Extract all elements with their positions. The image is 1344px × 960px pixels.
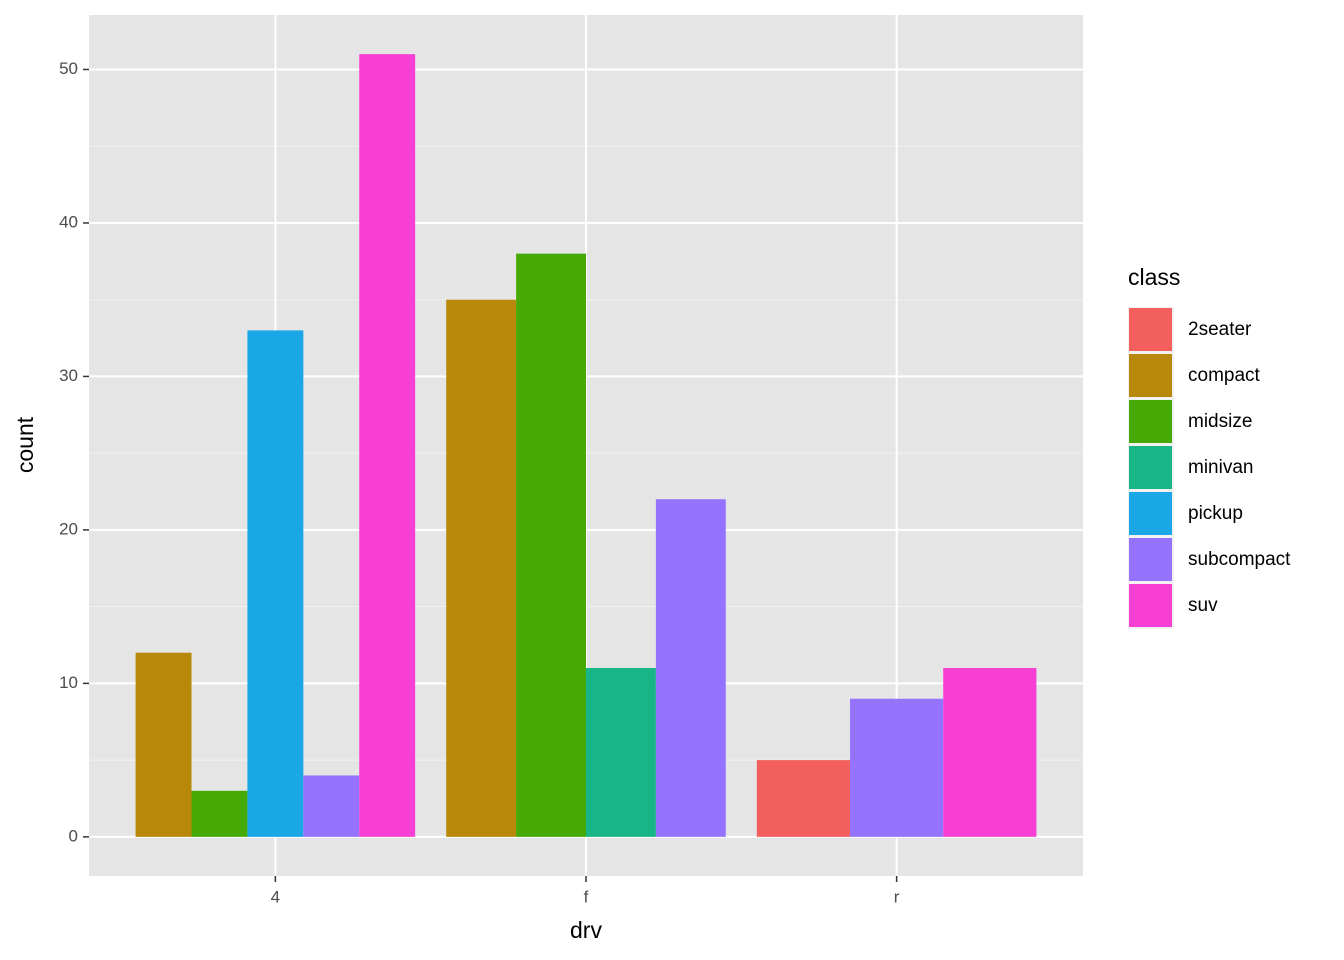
- legend-swatch: [1129, 354, 1172, 397]
- legend-label: 2seater: [1188, 319, 1252, 340]
- legend-swatch: [1129, 446, 1172, 489]
- bar: [446, 299, 517, 837]
- y-tick-label: 10: [59, 673, 78, 692]
- bar: [359, 54, 416, 837]
- y-tick-label: 0: [69, 826, 78, 845]
- y-axis-title: count: [12, 416, 38, 473]
- y-tick-label: 30: [59, 366, 78, 385]
- legend-title: class: [1128, 264, 1180, 290]
- legend-label: pickup: [1188, 503, 1243, 524]
- legend-label: suv: [1188, 595, 1218, 616]
- y-tick-label: 20: [59, 519, 78, 538]
- bar: [943, 668, 1037, 837]
- legend-swatch: [1129, 584, 1172, 627]
- bar: [655, 499, 726, 837]
- legend-label: compact: [1188, 365, 1261, 386]
- x-axis-title: drv: [570, 917, 602, 943]
- bar: [191, 790, 248, 837]
- bar: [586, 668, 656, 837]
- legend-swatch: [1129, 400, 1172, 443]
- y-tick-label: 50: [59, 59, 78, 78]
- bar: [756, 760, 851, 837]
- bar: [303, 775, 360, 837]
- legend-label: midsize: [1188, 411, 1252, 432]
- legend-label: minivan: [1188, 457, 1253, 478]
- x-tick-label: r: [894, 887, 900, 906]
- legend-swatch: [1129, 538, 1172, 581]
- bar: [247, 330, 304, 837]
- legend-label: subcompact: [1188, 549, 1291, 570]
- legend-swatch: [1129, 492, 1172, 535]
- bar: [850, 698, 944, 837]
- legend-swatch: [1129, 308, 1172, 351]
- x-tick-label: f: [584, 887, 589, 906]
- bar: [516, 253, 586, 837]
- y-tick-label: 40: [59, 212, 78, 231]
- bar: [135, 652, 192, 837]
- x-tick-label: 4: [271, 887, 280, 906]
